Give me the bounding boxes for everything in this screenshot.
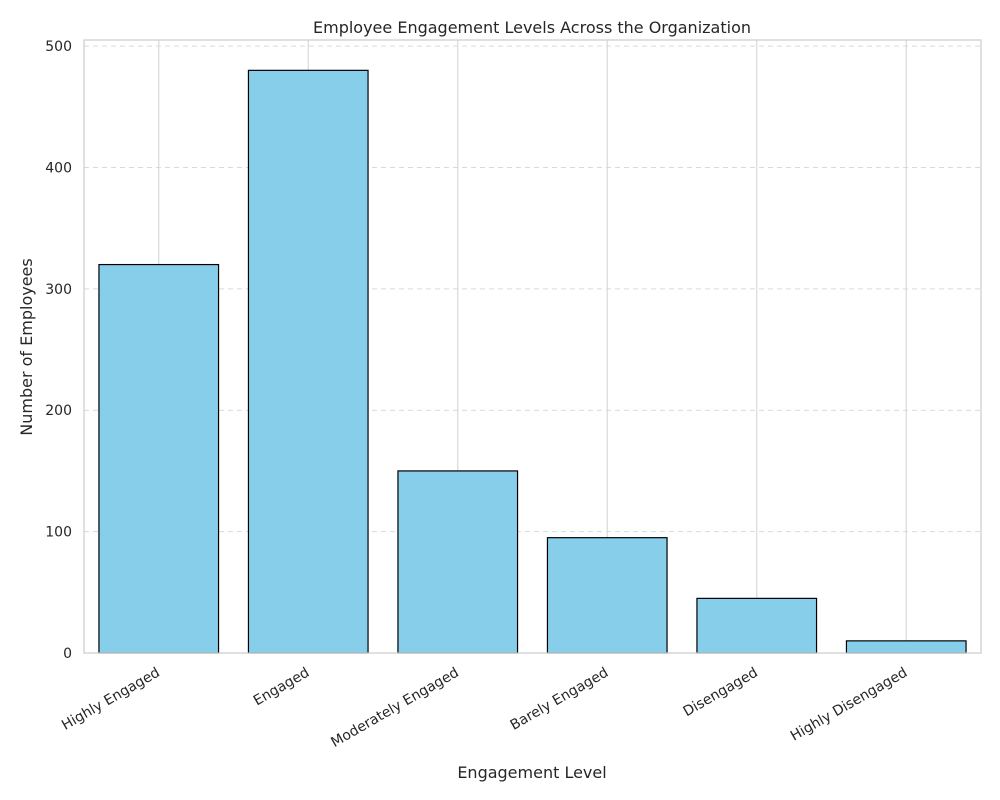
- chart-title: Employee Engagement Levels Across the Or…: [313, 18, 751, 37]
- plot-frame: [83, 39, 982, 654]
- x-axis-label: Engagement Level: [457, 763, 606, 782]
- y-axis-label: Number of Employees: [17, 258, 36, 435]
- bar-highly-engaged: [98, 263, 220, 654]
- bar-disengaged: [696, 597, 818, 654]
- bar-engaged: [247, 69, 369, 654]
- y-tick-labels: 0 100 200 300 400 500: [45, 39, 72, 662]
- y-tick-label: 500: [45, 39, 72, 55]
- y-tick-label: 300: [45, 282, 72, 298]
- y-tick-label: 200: [45, 403, 72, 419]
- bar-highly-disengaged: [845, 640, 967, 654]
- bar-moderately-engaged: [397, 470, 519, 654]
- y-tick-label: 0: [63, 646, 72, 662]
- bar-barely-engaged: [546, 537, 668, 654]
- y-tick-label: 100: [45, 525, 72, 541]
- y-tick-label: 400: [45, 160, 72, 176]
- bars: [98, 69, 967, 654]
